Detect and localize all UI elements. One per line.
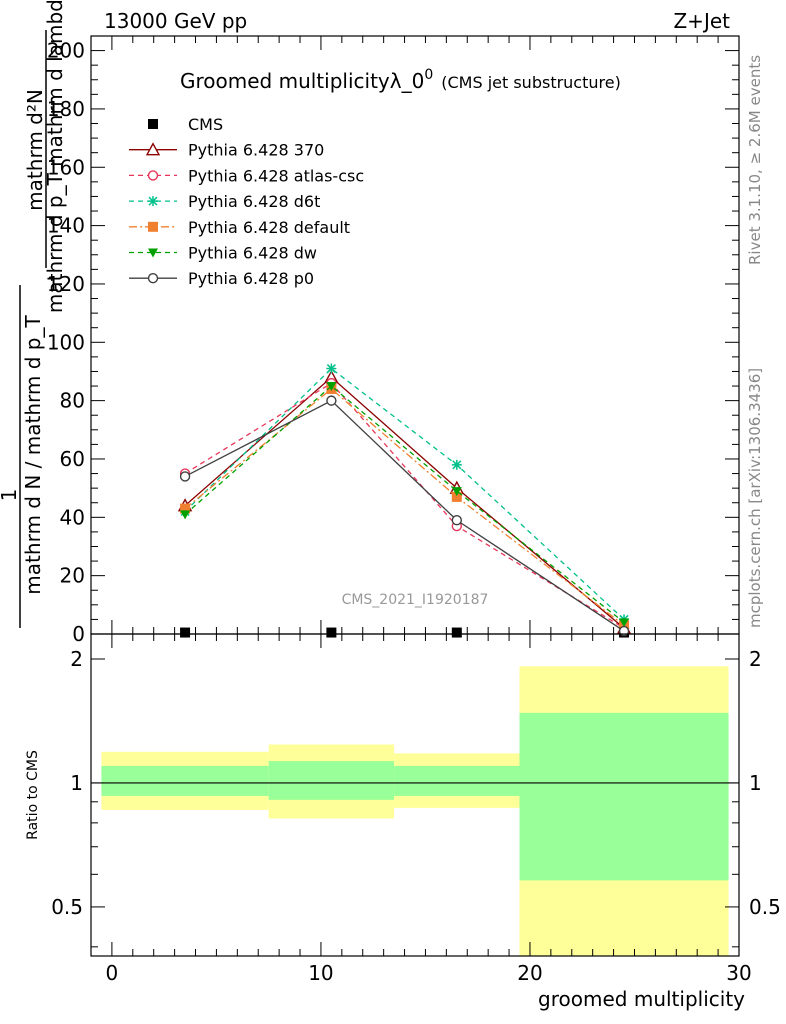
- main-xticks: [90, 36, 740, 634]
- ratio-band-inner: [519, 712, 729, 881]
- xtick-label: 10: [308, 961, 333, 985]
- legend-swatch-marker: [145, 142, 161, 156]
- data-point: [326, 382, 337, 392]
- ratio-ytick-label: 0.5: [51, 895, 83, 919]
- plot-title-sup: 0: [424, 67, 433, 83]
- main-ytick-label: 160: [47, 155, 85, 179]
- ylabel-numerator: mathrm d²N: [23, 89, 47, 211]
- mcplots-label: mcplots.cern.ch [arXiv:1306.3436]: [746, 368, 764, 628]
- analysis-watermark: CMS_2021_I1920187: [342, 592, 489, 608]
- legend-swatch-marker: [148, 119, 158, 129]
- main-plot: 0 20 40 60 80 100 120 140 160 180 200 CMS_2021_I19…: [47, 35, 740, 646]
- series-layer: [177, 363, 632, 638]
- data-point: [326, 363, 337, 374]
- xtick-label: 20: [517, 961, 542, 985]
- ylabel-denominator: mathrm d p_T mathrm d lambda: [43, 0, 67, 313]
- ratio-ytick-label: 1: [70, 771, 83, 795]
- legend-label: Pythia 6.428 p0: [188, 269, 314, 288]
- data-point: [179, 471, 191, 482]
- series-pythia-6-428-d6t: [180, 363, 630, 625]
- data-point: [326, 395, 337, 406]
- ratio-ytick-label: 2: [70, 647, 83, 671]
- header-process-label: Z+Jet: [673, 9, 730, 33]
- data-point: [451, 459, 462, 470]
- ratio-xticks: 0 10 20 30: [90, 634, 752, 985]
- legend-swatch-marker: [148, 196, 158, 207]
- xtick-label: 0: [106, 961, 119, 985]
- star-stroke: [452, 460, 462, 470]
- star-stroke: [148, 196, 158, 206]
- series-line: [184, 367, 625, 620]
- legend-swatch-marker: [147, 273, 159, 284]
- data-point: [451, 515, 463, 526]
- ratio-band-inner: [101, 765, 269, 796]
- data-point: [451, 487, 462, 497]
- ratio-band-inner: [268, 761, 395, 800]
- legend-item: Pythia 6.428 p0: [129, 269, 314, 288]
- legend-item: Pythia 6.428 default: [129, 218, 350, 237]
- legend: CMS Pythia 6.428 370 Pythia 6.428 atlas-cs…: [129, 115, 364, 288]
- ylabel-prefix-denominator: mathrm d N / mathrm d p_T: [21, 315, 45, 595]
- plot-title-suffix: (CMS jet substructure): [441, 73, 621, 92]
- legend-item: Pythia 6.428 d6t: [129, 192, 320, 211]
- legend-label: Pythia 6.428 dw: [188, 244, 317, 263]
- x-axis-label: groomed multiplicity: [538, 987, 745, 1011]
- ratio-ytick-label-right: 0.5: [749, 895, 781, 919]
- main-ytick-label: 120: [47, 272, 85, 296]
- ratio-band-inner: [394, 765, 520, 796]
- main-ytick-label: 200: [47, 39, 85, 63]
- data-point: [619, 618, 630, 628]
- star-stroke: [326, 364, 336, 374]
- ratio-yticks: 0.5 0.5 1 1 2 2: [51, 647, 781, 948]
- data-point: [618, 625, 630, 637]
- legend-swatch-marker: [147, 170, 159, 181]
- data-point: [451, 627, 462, 638]
- rivet-label: Rivet 3.1.10, ≥ 2.6M events: [746, 55, 764, 265]
- plot-title-main: Groomed multiplicityλ_0: [180, 69, 424, 93]
- main-ytick-label: 0: [72, 622, 85, 646]
- main-ytick-label: 60: [60, 447, 85, 471]
- ratio-plot: 0.5 0.5 1 1 2 2 0 10 20 30 Ratio to CMS groomed …: [25, 633, 781, 1011]
- legend-item: CMS: [148, 115, 223, 134]
- ylabel-prefix-numerator: 1: [0, 489, 21, 502]
- main-ytick-label: 80: [60, 389, 85, 413]
- data-point: [451, 491, 462, 502]
- main-ytick-label: 180: [47, 97, 85, 121]
- main-ytick-label: 20: [60, 564, 85, 588]
- main-ytick-label: 40: [60, 505, 85, 529]
- main-ylabel: mathrm d²N mathrm d p_T mathrm d lambda …: [0, 0, 67, 628]
- legend-swatch-marker: [148, 221, 158, 232]
- data-point: [180, 510, 191, 520]
- data-point: [180, 627, 191, 638]
- main-ytick-label: 140: [47, 214, 85, 238]
- legend-label: Pythia 6.428 d6t: [188, 192, 320, 211]
- legend-item: Pythia 6.428 370: [129, 141, 324, 160]
- series-pythia-6-428-dw: [180, 382, 630, 628]
- xtick-label: 30: [726, 961, 751, 985]
- ratio-ytick-label-right: 2: [749, 647, 762, 671]
- legend-label: Pythia 6.428 default: [188, 218, 350, 237]
- ratio-plot-frame: [90, 633, 740, 957]
- data-point: [326, 627, 337, 638]
- legend-label: CMS: [188, 115, 223, 134]
- plot-title: Groomed multiplicityλ_00 (CMS jet substru…: [180, 67, 621, 93]
- legend-item: Pythia 6.428 atlas-csc: [129, 166, 364, 185]
- ratio-ylabel: Ratio to CMS: [25, 750, 41, 840]
- series-line: [184, 382, 625, 629]
- series-line: [184, 388, 625, 626]
- legend-label: Pythia 6.428 370: [188, 141, 324, 160]
- legend-swatch-marker: [148, 248, 158, 258]
- main-yticks: 0 20 40 60 80 100 120 140 160 180 200: [47, 39, 739, 646]
- ratio-bands: [101, 666, 729, 956]
- data-point: [180, 503, 191, 514]
- series-line: [184, 376, 625, 629]
- legend-label: Pythia 6.428 atlas-csc: [188, 166, 364, 185]
- ratio-ytick-label-right: 1: [749, 771, 762, 795]
- main-ytick-label: 100: [47, 330, 85, 354]
- series-line: [184, 399, 625, 632]
- legend-item: Pythia 6.428 dw: [129, 244, 317, 263]
- series-pythia-6-428-p0: [179, 395, 630, 637]
- header-energy-label: 13000 GeV pp: [104, 9, 247, 33]
